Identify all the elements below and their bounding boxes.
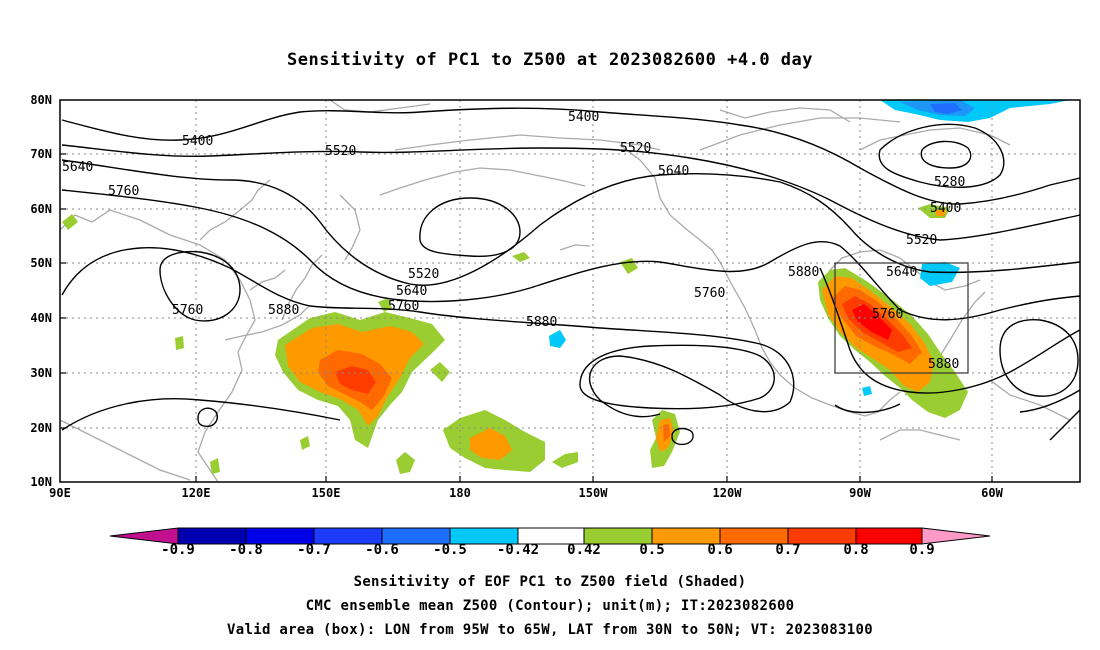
lat-label: 50N [30,256,52,270]
caption-line-1: Sensitivity of EOF PC1 to Z500 field (Sh… [353,574,747,590]
lat-label: 80N [30,93,52,107]
lon-label: 60W [981,486,1003,500]
lat-label: 20N [30,421,52,435]
lon-label: 90W [849,486,871,500]
contour-label: 5640 [658,164,689,179]
coastlines [59,99,1071,483]
contour-label: 5520 [408,267,439,282]
lon-label: 150E [311,486,341,500]
caption-line-3: Valid area (box): LON from 95W to 65W, L… [227,622,873,638]
contour-label: 5880 [268,303,299,318]
contour-label: 5400 [930,201,961,216]
axis-ticks [60,153,993,482]
contour-label: 5520 [620,141,651,156]
colorbar-label: 0.7 [775,542,801,558]
map-title: Sensitivity of PC1 to Z500 at 2023082600… [286,50,813,70]
lon-label: 90E [49,486,71,500]
lon-label: 150W [578,486,608,500]
lat-label: 30N [30,366,52,380]
contour-5520 [61,144,1081,241]
shade-cpac-blue [549,330,566,348]
colorbar-label: -0.8 [229,542,263,558]
z500-contours [61,107,1081,446]
contour-label: 5760 [172,303,203,318]
caption-line-2: CMC ensemble mean Z500 (Contour); unit(m… [305,598,795,614]
lat-label: 60N [30,202,52,216]
map-frame [59,99,1081,483]
graticule [60,100,1080,482]
valid-area-box [834,262,969,374]
contour-labels: 5400 5400 5400 5520 5520 5520 5520 5640 … [62,110,965,372]
contour-label: 5760 [694,286,725,301]
contour-label: 5640 [62,160,93,175]
colorbar-label: -0.7 [297,542,331,558]
lon-label: 180 [449,486,471,500]
colorbar-label: 0.8 [843,542,869,558]
contour-label: 5880 [788,265,819,280]
colorbar-label: -0.42 [496,542,540,558]
shade-cpac-orange [470,428,512,460]
lon-label: 120W [712,486,742,500]
colorbar-label: -0.6 [365,542,399,558]
contour-label: 5880 [928,357,959,372]
shade-wpac-red [335,366,376,394]
colorbar-label: 0.6 [707,542,733,558]
contour-label: 5760 [108,184,139,199]
shade-eus-red2 [852,304,892,340]
colorbar-label: -0.9 [161,542,195,558]
colorbar-pos-arrow [921,527,991,545]
sensitivity-shading [62,100,1070,474]
colorbar [109,527,991,545]
contour-label: 5640 [886,265,917,280]
contour-label: 5400 [568,110,599,125]
lat-label: 40N [30,311,52,325]
contour-label: 5400 [182,134,213,149]
colorbar-label: 0.9 [909,542,935,558]
lon-label: 120E [181,486,211,500]
contour-label: 5880 [526,315,557,330]
lat-label: 10N [30,475,52,489]
colorbar-label: 0.42 [567,542,601,558]
contour-5280 [878,123,1005,189]
contour-5880 [61,246,795,418]
contour-label: 5520 [906,233,937,248]
contour-label: 5760 [872,307,903,322]
lat-label: 70N [30,147,52,161]
contour-5640 [61,159,1081,286]
contour-label: 5640 [396,284,427,299]
contour-5760 [61,189,1081,321]
contour-label: 5760 [388,299,419,314]
contour-label: 5280 [934,175,965,190]
colorbar-label: 0.5 [639,542,665,558]
contour-5400 [61,107,1081,205]
contour-label: 5520 [325,144,356,159]
colorbar-label: -0.5 [433,542,467,558]
